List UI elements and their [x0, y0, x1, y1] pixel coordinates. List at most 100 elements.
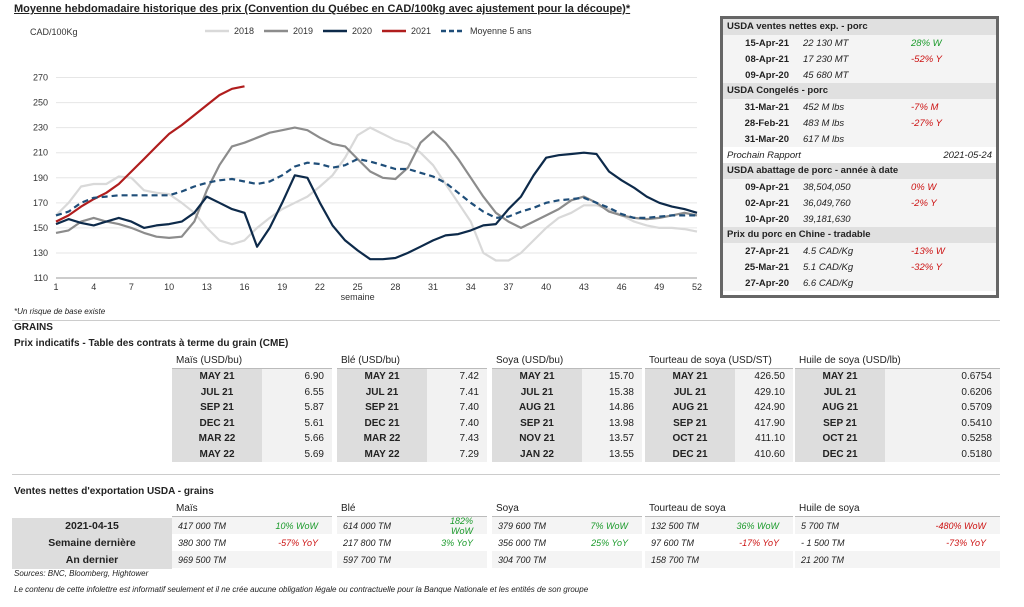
- export-row-label: 2021-04-15: [12, 518, 172, 535]
- usda-row: 15-Apr-21 22 130 MT 28% W: [723, 35, 996, 51]
- usda-value: 617 M lbs: [803, 133, 845, 145]
- x-tick-label: 13: [202, 282, 212, 292]
- series-line-2019: [55, 126, 698, 239]
- usda-date: 28-Feb-21: [744, 117, 789, 129]
- usda-change: -52% Y: [911, 53, 942, 65]
- usda-value: 483 M lbs: [803, 117, 845, 129]
- grain-row: JUL 21 6.55: [172, 384, 332, 400]
- x-axis-label: semaine: [341, 292, 375, 302]
- export-column-header: Soya: [492, 501, 642, 517]
- grain-row: JAN 22 13.55: [492, 446, 642, 462]
- usda-date: 02-Apr-21: [745, 197, 789, 209]
- contract-month: AUG 21: [795, 400, 885, 416]
- contract-price: 7.42: [427, 369, 487, 385]
- export-column-header: Huile de soya: [795, 501, 1000, 517]
- contract-price: 14.86: [582, 400, 642, 416]
- usda-row: 08-Apr-21 17 230 MT -52% Y: [723, 51, 996, 67]
- usda-change: -13% W: [911, 245, 945, 257]
- export-change: -17% YoY: [739, 537, 779, 548]
- export-row-label: Semaine dernière: [12, 535, 172, 552]
- usda-date: 31-Mar-21: [744, 101, 789, 113]
- contract-month: MAY 21: [492, 369, 582, 385]
- legend-label: Moyenne 5 ans: [470, 26, 532, 36]
- y-tick-label: 130: [33, 248, 48, 258]
- export-volume: 217 800 TM: [343, 537, 392, 548]
- contract-price: 426.50: [735, 369, 793, 385]
- contract-month: SEP 21: [645, 415, 735, 431]
- usda-change: -2% Y: [911, 197, 937, 209]
- contract-price: 13.57: [582, 431, 642, 447]
- grain-row: MAY 21 15.70: [492, 369, 642, 385]
- export-row: 304 700 TM: [492, 551, 642, 568]
- usda-row: 27-Apr-20 6.6 CAD/Kg: [723, 275, 996, 291]
- contract-price: 5.87: [262, 400, 332, 416]
- export-volume: 5 700 TM: [801, 520, 840, 531]
- usda-change: 0% W: [911, 181, 937, 193]
- contract-price: 410.60: [735, 446, 793, 462]
- series-line-2020: [55, 151, 698, 261]
- export-volume: 614 000 TM: [343, 520, 392, 531]
- export-row: 217 800 TM 3% YoY: [337, 534, 487, 551]
- contract-month: SEP 21: [492, 415, 582, 431]
- legend-label: 2019: [293, 26, 313, 36]
- export-row: 380 300 TM -57% YoY: [172, 534, 332, 551]
- grain-row: OCT 21 0.5258: [795, 431, 1000, 447]
- export-change: 7% WoW: [590, 520, 628, 531]
- export-volume: 158 700 TM: [651, 554, 700, 565]
- usda-date: 09-Apr-21: [745, 181, 789, 193]
- grain-row: OCT 21 411.10: [645, 431, 793, 447]
- contract-price: 6.55: [262, 384, 332, 400]
- export-change: -57% YoY: [278, 537, 318, 548]
- export-row: 158 700 TM: [645, 551, 793, 568]
- usda-row: 02-Apr-21 36,049,760 -2% Y: [723, 195, 996, 211]
- usda-change: 28% W: [911, 37, 942, 49]
- grain-row: MAY 21 426.50: [645, 369, 793, 385]
- grain-row: JUL 21 15.38: [492, 384, 642, 400]
- usda-value: 36,049,760: [803, 197, 851, 209]
- contract-month: MAY 21: [172, 369, 262, 385]
- usda-date: 08-Apr-21: [745, 53, 789, 65]
- usda-value: 4.5 CAD/Kg: [803, 245, 854, 257]
- grain-row: MAY 21 7.42: [337, 369, 487, 385]
- usda-date: 31-Mar-20: [744, 133, 789, 145]
- x-tick-label: 34: [466, 282, 476, 292]
- export-volume: - 1 500 TM: [801, 537, 845, 548]
- contract-month: AUG 21: [492, 400, 582, 416]
- usda-row: 09-Apr-21 38,504,050 0% W: [723, 179, 996, 195]
- export-row: 132 500 TM 36% WoW: [645, 517, 793, 534]
- divider: [12, 320, 1000, 321]
- contract-price: 424.90: [735, 400, 793, 416]
- contract-month: MAR 22: [172, 431, 262, 447]
- y-tick-label: 190: [33, 173, 48, 183]
- y-tick-label: 170: [33, 198, 48, 208]
- grain-row: AUG 21 424.90: [645, 400, 793, 416]
- contract-price: 5.61: [262, 415, 332, 431]
- export-change: 10% WoW: [275, 520, 318, 531]
- grain-column: Soya (USD/bu) MAY 21 15.70 JUL 21 15.38 AUG 2…: [492, 353, 642, 462]
- grain-row: MAY 22 5.69: [172, 446, 332, 462]
- export-volume: 21 200 TM: [801, 554, 845, 565]
- grain-row: MAY 21 6.90: [172, 369, 332, 385]
- export-change: 3% YoY: [441, 537, 473, 548]
- export-column-header: Tourteau de soya: [645, 501, 793, 517]
- contract-price: 0.6206: [885, 384, 1000, 400]
- grain-row: SEP 21 13.98: [492, 415, 642, 431]
- x-tick-label: 16: [240, 282, 250, 292]
- grain-row: MAR 22 5.66: [172, 431, 332, 447]
- export-volume: 969 500 TM: [178, 554, 227, 565]
- grain-row: JUL 21 7.41: [337, 384, 487, 400]
- contract-month: JUL 21: [795, 384, 885, 400]
- grain-row: SEP 21 7.40: [337, 400, 487, 416]
- usda-section-header: USDA abattage de porc - année à date: [723, 163, 996, 179]
- usda-section-header: Prix du porc en Chine - tradable: [723, 227, 996, 243]
- contract-price: 6.90: [262, 369, 332, 385]
- contract-month: MAY 22: [337, 446, 427, 462]
- contract-price: 7.40: [427, 415, 487, 431]
- y-tick-label: 110: [34, 273, 48, 283]
- contract-month: MAY 21: [337, 369, 427, 385]
- contract-price: 411.10: [735, 431, 793, 447]
- export-row: 969 500 TM: [172, 551, 332, 568]
- contract-month: DEC 21: [645, 446, 735, 462]
- export-title: Ventes nettes d'exportation USDA - grain…: [14, 486, 214, 497]
- usda-row: 31-Mar-20 617 M lbs: [723, 131, 996, 147]
